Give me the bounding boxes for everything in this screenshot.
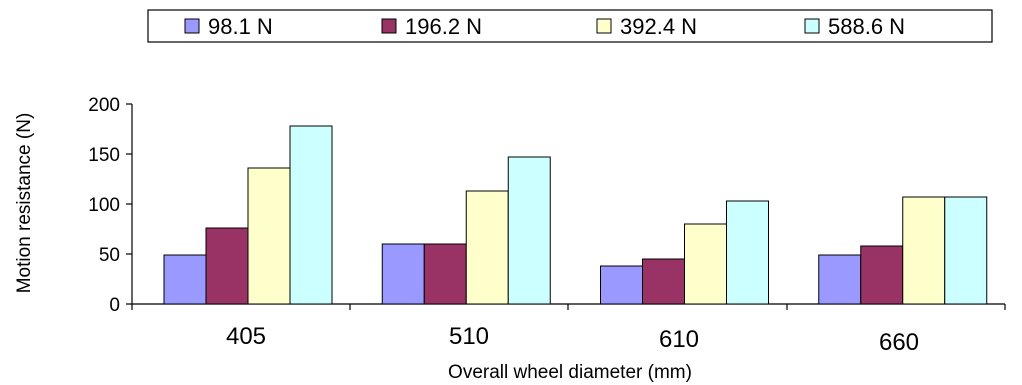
bar-510-series-2 bbox=[423, 243, 467, 305]
y-tick-label: 100 bbox=[88, 195, 120, 216]
x-category-label: 660 bbox=[879, 329, 919, 356]
bar-610-series-4 bbox=[726, 200, 769, 305]
bars bbox=[163, 125, 988, 305]
bar-660-series-1 bbox=[818, 254, 862, 305]
legend: 98.1 N 196.2 N 392.4 N 588.6 N bbox=[147, 9, 993, 43]
legend-box bbox=[147, 9, 993, 43]
bar-510-series-3 bbox=[465, 190, 509, 305]
x-category-label: 405 bbox=[226, 323, 266, 350]
legend-swatch-4 bbox=[804, 18, 820, 34]
y-ticks: 0 50 100 150 200 bbox=[88, 95, 132, 316]
x-category-label: 610 bbox=[659, 326, 699, 353]
y-tick-label: 50 bbox=[99, 245, 120, 266]
bar-660-series-2 bbox=[860, 245, 904, 305]
legend-item-1: 98.1 N bbox=[184, 14, 273, 39]
bar-610-series-2 bbox=[642, 258, 685, 305]
x-category-label: 510 bbox=[449, 323, 489, 350]
legend-item-2: 196.2 N bbox=[381, 14, 482, 39]
y-tick-label: 0 bbox=[109, 295, 120, 316]
bar-510-series-1 bbox=[381, 243, 425, 305]
legend-label-1: 98.1 N bbox=[208, 14, 273, 39]
y-tick-label: 150 bbox=[88, 145, 120, 166]
x-ticks: 405 510 610 660 bbox=[131, 304, 1006, 356]
legend-label-3: 392.4 N bbox=[620, 14, 697, 39]
legend-item-3: 392.4 N bbox=[596, 14, 697, 39]
y-tick-label: 200 bbox=[88, 95, 120, 116]
bar-405-series-3 bbox=[247, 167, 291, 305]
y-axis-title: Motion resistance (N) bbox=[14, 113, 35, 294]
bar-405-series-4 bbox=[289, 125, 333, 305]
bar-660-series-3 bbox=[902, 196, 946, 305]
bar-405-series-2 bbox=[205, 227, 249, 305]
x-axis-title: Overall wheel diameter (mm) bbox=[448, 362, 692, 383]
legend-label-4: 588.6 N bbox=[828, 14, 905, 39]
legend-swatch-3 bbox=[596, 18, 612, 34]
legend-swatch-2 bbox=[381, 18, 397, 34]
bar-510-series-4 bbox=[507, 156, 551, 305]
bar-660-series-4 bbox=[944, 196, 988, 305]
bar-610-series-1 bbox=[600, 265, 643, 305]
bar-610-series-3 bbox=[684, 223, 727, 305]
legend-label-2: 196.2 N bbox=[405, 14, 482, 39]
bar-405-series-1 bbox=[163, 254, 207, 305]
legend-swatch-1 bbox=[184, 18, 200, 34]
legend-item-4: 588.6 N bbox=[804, 14, 905, 39]
